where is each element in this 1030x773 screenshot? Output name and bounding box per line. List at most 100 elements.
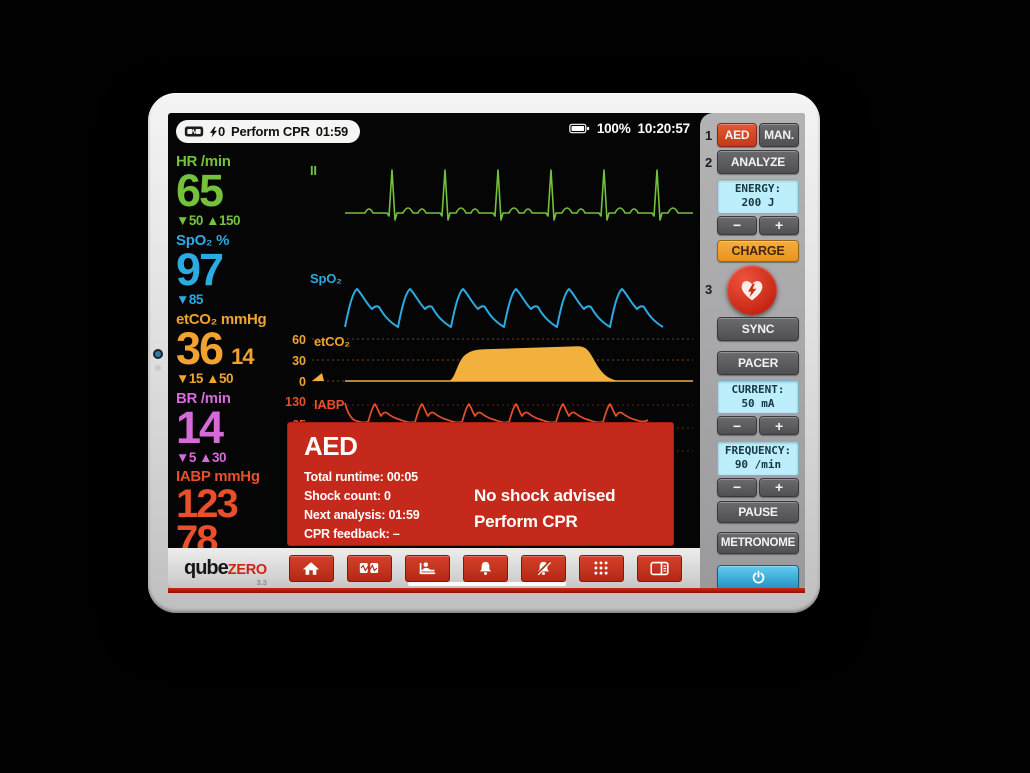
- vital-etco2[interactable]: etCO₂ mmHg 36 14 ▼15 ▲50: [176, 311, 292, 387]
- alarm-mute-button[interactable]: [520, 554, 566, 582]
- aed-advice-line1: No shock advised: [474, 486, 616, 505]
- manual-mode-button[interactable]: MAN.: [759, 123, 799, 147]
- pacer-button[interactable]: PACER: [717, 350, 799, 375]
- step-3-label: 3: [705, 282, 713, 298]
- aed-next-analysis: Next analysis: 01:59: [304, 508, 420, 522]
- iabp-waveform-label: IABP: [314, 397, 345, 412]
- etco2-scale-bottom: 0: [299, 375, 306, 389]
- aed-mode-button[interactable]: AED: [717, 123, 757, 147]
- step-2-label: 2: [705, 154, 713, 170]
- vital-hr-value: 65: [176, 165, 224, 217]
- patient-bed-icon: [419, 561, 436, 574]
- vital-hr-limits: ▼50 ▲150: [176, 213, 241, 228]
- ecg-waveform: [345, 169, 693, 221]
- vital-spo2-label: SpO₂ %: [176, 231, 230, 249]
- vital-hr[interactable]: HR /min 65 ▼50 ▲150: [176, 153, 292, 229]
- spo2-waveform: [344, 288, 664, 328]
- frequency-label: FREQUENCY:: [724, 444, 792, 458]
- charge-button[interactable]: CHARGE: [717, 239, 799, 262]
- home-indicator[interactable]: [407, 582, 566, 586]
- metronome-button[interactable]: METRONOME: [717, 531, 799, 554]
- aed-alert-stats: Total runtime: 00:05 Shock count: 0 Next…: [304, 468, 420, 544]
- vital-br[interactable]: BR /min 14 ▼5 ▲30: [176, 390, 292, 466]
- shock-heart-icon: [741, 280, 763, 300]
- clock-area: 100% 10:20:57: [569, 121, 690, 136]
- alarm-button[interactable]: [462, 554, 508, 582]
- device-accent-strip: [168, 588, 805, 593]
- frequency-display: FREQUENCY: 90 /min: [717, 441, 799, 476]
- status-message: Perform CPR: [231, 124, 310, 139]
- vital-br-limits: ▼5 ▲30: [176, 449, 227, 465]
- logo-accent: ZERO: [227, 561, 267, 578]
- bottom-toolbar: qubeZERO 3.3: [168, 548, 700, 588]
- etco2-waveform: [312, 338, 693, 382]
- aed-advice-line2: Perform CPR: [474, 511, 578, 531]
- toolbar-buttons: [288, 554, 682, 582]
- logo-text: qube: [184, 556, 229, 579]
- etco2-scale-top: 60: [292, 333, 306, 347]
- menu-grid-icon: [594, 561, 608, 575]
- aed-advice: No shock advised Perform CPR: [474, 483, 616, 534]
- vital-etco2-secondary: 14: [231, 343, 255, 369]
- spo2-waveform-label: SpO₂: [310, 271, 342, 286]
- vital-hr-label: HR /min: [176, 153, 231, 170]
- vital-br-value: 14: [176, 401, 224, 453]
- monitor-screen: 0 Perform CPR 01:59 100% 10:20:57 HR /mi…: [168, 113, 805, 588]
- vital-etco2-label: etCO₂ mmHg: [176, 310, 267, 328]
- step-1-label: 1: [705, 127, 713, 143]
- vital-spo2[interactable]: SpO₂ % 97 ▼85: [176, 232, 292, 308]
- energy-minus-button[interactable]: −: [717, 215, 757, 235]
- shock-button[interactable]: [727, 264, 777, 315]
- waveform-area: II SpO₂ 60 30 0 etCO₂ 130 65 0 IABP: [285, 149, 693, 469]
- patient-button[interactable]: [404, 554, 450, 582]
- lightning-icon: [210, 126, 217, 137]
- aed-total-runtime: Total runtime: 00:05: [304, 470, 418, 484]
- shock-counter-value: 0: [218, 124, 226, 139]
- aed-alert-title: AED: [304, 431, 358, 461]
- current-minus-button[interactable]: −: [717, 416, 757, 436]
- home-icon: [303, 561, 320, 575]
- current-display: CURRENT: 50 mA: [717, 379, 799, 415]
- shock-counter: 0: [210, 124, 225, 139]
- energy-label: ENERGY:: [734, 182, 782, 195]
- frequency-plus-button[interactable]: +: [759, 477, 799, 497]
- ecg-lead-label: II: [310, 163, 317, 178]
- vital-iabp-label: IABP mmHg: [176, 468, 260, 486]
- vital-spo2-limits: ▼85: [176, 291, 203, 307]
- analyze-button[interactable]: ANALYZE: [717, 150, 799, 174]
- alarm-bell-icon: [479, 561, 491, 575]
- electrode-pads-icon: [184, 126, 204, 137]
- frequency-minus-button[interactable]: −: [717, 477, 757, 497]
- home-button[interactable]: [288, 554, 334, 582]
- layout-button[interactable]: [636, 554, 682, 582]
- pause-button[interactable]: PAUSE: [717, 500, 799, 523]
- menu-button[interactable]: [578, 554, 624, 582]
- electrode-pads-icon: [360, 563, 379, 573]
- etco2-scale-mid: 30: [292, 354, 306, 368]
- vital-iabp-systolic: 123: [176, 481, 239, 526]
- energy-value: 200 J: [741, 196, 775, 210]
- electrodes-button[interactable]: [346, 554, 392, 582]
- tablet-device: 0 Perform CPR 01:59 100% 10:20:57 HR /mi…: [148, 93, 820, 613]
- aed-alert-panel: AED Total runtime: 00:05 Shock count: 0 …: [288, 423, 673, 545]
- power-button[interactable]: [717, 564, 799, 588]
- vital-etco2-value: 36: [176, 322, 224, 374]
- clock-time: 10:20:57: [637, 121, 691, 136]
- vitals-column: HR /min 65 ▼50 ▲150 SpO₂ % 97 ▼85 etCO₂ …: [176, 153, 292, 588]
- current-plus-button[interactable]: +: [759, 416, 799, 436]
- battery-icon: [569, 123, 589, 134]
- qube-zero-logo: qubeZERO 3.3: [184, 556, 267, 587]
- energy-plus-button[interactable]: +: [759, 215, 799, 235]
- alarm-mute-icon: [536, 560, 551, 575]
- battery-percent: 100%: [596, 121, 631, 136]
- logo-version: 3.3: [256, 577, 267, 587]
- energy-display: ENERGY: 200 J: [717, 179, 799, 214]
- vital-etco2-limits: ▼15 ▲50: [176, 370, 234, 386]
- aed-cpr-feedback: CPR feedback: –: [304, 527, 400, 541]
- status-pill: 0 Perform CPR 01:59: [176, 120, 360, 143]
- layout-panel-icon: [650, 561, 669, 575]
- status-timer: 01:59: [315, 124, 348, 139]
- status-bar: 0 Perform CPR 01:59 100% 10:20:57: [168, 113, 700, 149]
- front-camera: [155, 351, 161, 357]
- sync-button[interactable]: SYNC: [717, 316, 799, 341]
